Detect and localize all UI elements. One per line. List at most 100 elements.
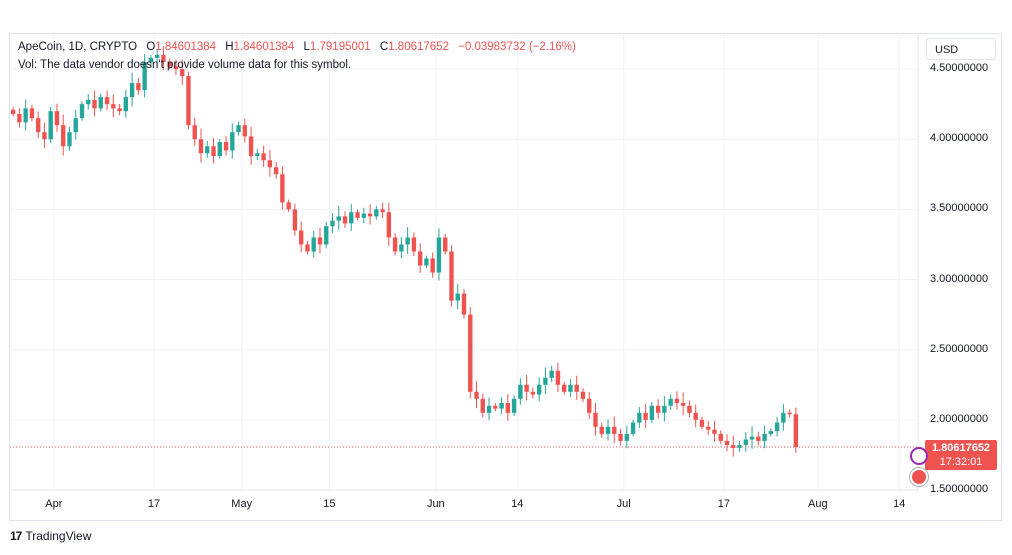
tradingview-logo-icon: 17 bbox=[10, 529, 22, 543]
candle-body bbox=[167, 62, 172, 67]
candle-body bbox=[712, 429, 717, 434]
candle-body bbox=[98, 97, 103, 109]
candle-body bbox=[599, 426, 604, 434]
candle-body bbox=[787, 412, 792, 415]
candle-body bbox=[699, 419, 705, 427]
candle-body bbox=[718, 433, 723, 441]
candle-body bbox=[743, 439, 748, 446]
candle-body bbox=[336, 216, 341, 221]
candle-body bbox=[493, 405, 498, 409]
high-label: H bbox=[225, 41, 234, 53]
candle-body bbox=[630, 422, 636, 434]
candle-body bbox=[443, 237, 448, 252]
candle-body bbox=[129, 83, 135, 98]
candle-body bbox=[568, 384, 573, 392]
candle-body bbox=[180, 69, 185, 77]
candle-body bbox=[618, 433, 623, 441]
candle-body bbox=[35, 118, 41, 133]
y-tick-label: 4.50000000 bbox=[930, 62, 989, 75]
candle-body bbox=[104, 97, 110, 105]
candle-body bbox=[311, 237, 316, 252]
open-label: O bbox=[146, 41, 156, 53]
candle-body bbox=[154, 55, 160, 58]
candle-body bbox=[768, 431, 774, 434]
candle-body bbox=[211, 146, 216, 157]
y-tick-label: 3.00000000 bbox=[930, 272, 989, 285]
x-tick-label: Jun bbox=[426, 498, 445, 510]
candle-body bbox=[111, 104, 116, 109]
symbol-label: ApeCoin, 1D, CRYPTO bbox=[18, 41, 138, 53]
y-tick-label: 1.50000000 bbox=[930, 483, 989, 495]
countdown-value: 17:32:01 bbox=[939, 456, 983, 468]
candle-body bbox=[424, 258, 429, 266]
candle-body bbox=[536, 384, 542, 395]
candle-body bbox=[637, 412, 642, 423]
change-value: −0.03983732 (−2.16%) bbox=[458, 41, 576, 53]
y-tick-label: 3.50000000 bbox=[930, 202, 989, 215]
candle-body bbox=[330, 220, 335, 227]
candle-body bbox=[774, 422, 780, 432]
x-tick-label: Apr bbox=[45, 498, 63, 510]
candle-body bbox=[499, 403, 504, 409]
candle-body bbox=[693, 412, 698, 420]
lightning-icon[interactable] bbox=[910, 447, 928, 465]
candle-body bbox=[530, 391, 536, 395]
candle-body bbox=[273, 167, 279, 175]
candle-body bbox=[580, 391, 586, 399]
candle-body bbox=[411, 237, 417, 252]
candle-body bbox=[136, 83, 141, 91]
last-price-value: 1.80617652 bbox=[931, 442, 991, 454]
candle-body bbox=[543, 377, 548, 385]
candle-body bbox=[173, 66, 179, 70]
candle-body bbox=[342, 216, 348, 224]
candle-body bbox=[161, 55, 166, 63]
candle-body bbox=[286, 202, 291, 210]
volume-note: Vol: The data vendor doesn't provide vol… bbox=[18, 59, 352, 71]
candle-body bbox=[186, 76, 191, 126]
globe-icon[interactable] bbox=[910, 468, 928, 486]
candle-body bbox=[29, 108, 35, 119]
close-label: C bbox=[379, 41, 389, 53]
chart-frame[interactable] bbox=[9, 33, 1002, 521]
x-tick-label: 17 bbox=[717, 498, 730, 510]
candle-body bbox=[217, 142, 222, 157]
low-value: 1.79195001 bbox=[309, 41, 371, 53]
candle-body bbox=[349, 212, 354, 224]
candle-body bbox=[92, 99, 97, 109]
candle-body bbox=[505, 403, 511, 413]
x-tick-label: 14 bbox=[893, 498, 906, 510]
candle-body bbox=[324, 226, 329, 245]
candle-body bbox=[668, 398, 673, 406]
x-tick-label: May bbox=[231, 498, 253, 510]
candle-body bbox=[624, 433, 630, 441]
currency-button[interactable]: USD bbox=[926, 38, 996, 60]
candle-body bbox=[655, 405, 661, 413]
last-price-tag: 1.80617652 17:32:01 bbox=[925, 440, 997, 470]
candle-body bbox=[731, 445, 736, 448]
brand-name: TradingView bbox=[25, 529, 92, 543]
candle-body bbox=[593, 412, 598, 427]
tradingview-brand[interactable]: 17 TradingView bbox=[10, 529, 91, 543]
candle-body bbox=[42, 132, 47, 140]
close-value: 1.80617652 bbox=[388, 41, 449, 53]
candle-body bbox=[230, 132, 235, 151]
candle-body bbox=[449, 251, 454, 301]
candle-body bbox=[242, 125, 248, 137]
candle-body bbox=[756, 436, 761, 441]
candle-body bbox=[781, 412, 786, 423]
candle-body bbox=[680, 403, 686, 406]
candle-body bbox=[455, 293, 460, 301]
candle-body bbox=[436, 237, 442, 273]
candle-body bbox=[367, 213, 373, 217]
candle-body bbox=[61, 125, 66, 147]
candle-body bbox=[405, 237, 410, 245]
candle-body bbox=[724, 440, 730, 446]
candle-body bbox=[687, 405, 692, 413]
candle-body bbox=[706, 426, 711, 430]
candle-body bbox=[643, 412, 648, 420]
candle-body bbox=[430, 258, 435, 273]
candle-body bbox=[587, 398, 592, 413]
candle-body bbox=[417, 251, 423, 266]
candle-body bbox=[361, 213, 366, 218]
